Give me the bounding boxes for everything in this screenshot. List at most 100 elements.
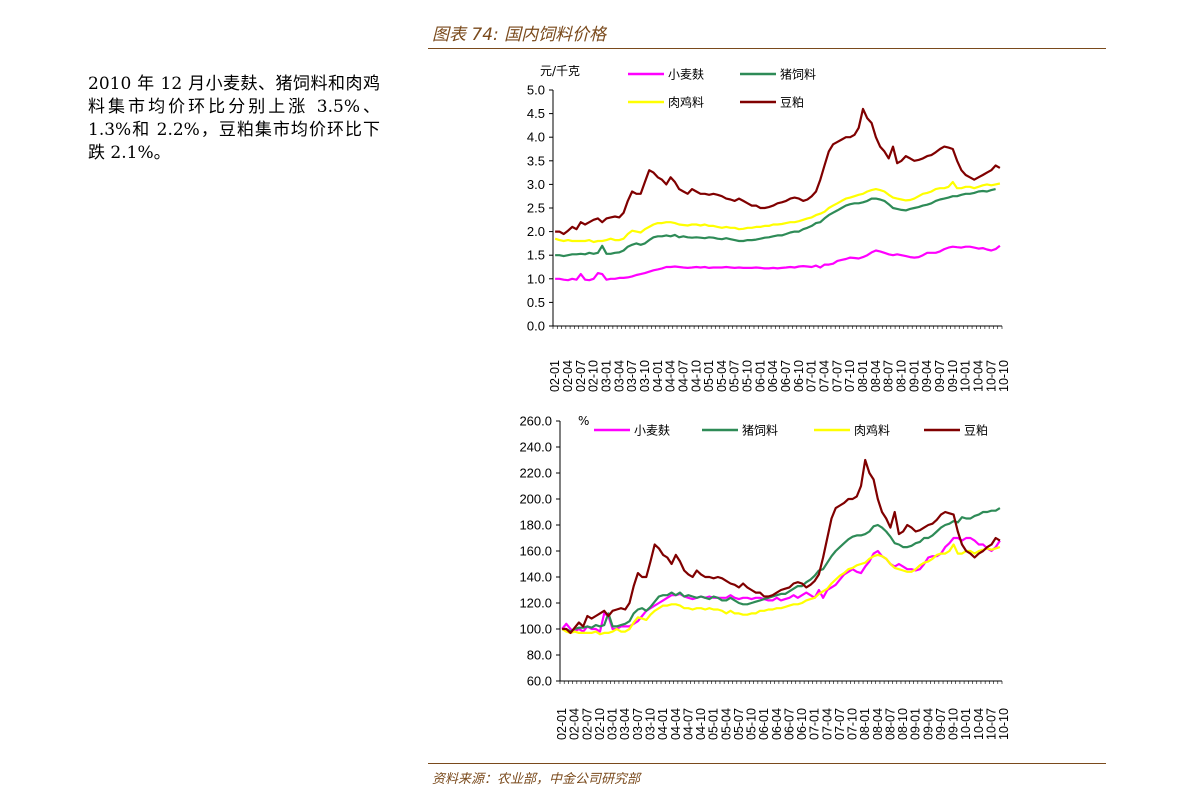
chart1-xtick-label: 03-07	[625, 360, 639, 392]
chart2-ytick-label: 60.0	[527, 674, 552, 689]
chart1-series-broiler-feed	[554, 180, 1001, 244]
chart2-xtick-label: 05-04	[719, 708, 733, 740]
chart2-ytick-label: 140.0	[519, 570, 552, 585]
title-rule	[428, 48, 1106, 49]
chart1-ytick-label: 4.0	[527, 130, 545, 145]
chart2-xtick-label: 09-10	[947, 708, 961, 740]
chart2-xtick-label: 04-07	[681, 708, 695, 740]
chart2-xtick-label: 03-10	[644, 708, 658, 740]
chart2-series-wheat-bran	[561, 536, 1001, 633]
chart2-xtick-label: 06-04	[770, 708, 784, 740]
chart2-ytick-label: 220.0	[519, 466, 552, 481]
chart2-xtick-label: 10-01	[959, 708, 973, 740]
chart1-xtick-label: 03-10	[638, 360, 652, 392]
chart1-xtick-label: 07-01	[805, 360, 819, 392]
chart2-xtick-label: 10-07	[984, 708, 998, 740]
chart2-legend-label-broiler-feed: 肉鸡料	[854, 423, 890, 438]
chart2-xtick-label: 02-10	[593, 708, 607, 740]
chart2-xtick-label: 09-07	[934, 708, 948, 740]
chart2-xtick-label: 03-01	[606, 708, 620, 740]
chart2-series-soymeal	[562, 458, 1001, 635]
chart2-legend-label-pig-feed: 猪饲料	[742, 424, 778, 438]
chart2-xtick-label: 10-10	[997, 708, 1011, 740]
chart1-xtick-label: 09-07	[933, 360, 947, 392]
chart2-xtick-label: 06-01	[757, 708, 771, 740]
chart1-xtick-label: 02-10	[587, 360, 601, 392]
chart1-series-pig-feed	[555, 188, 996, 258]
chart1-xtick-label: 05-01	[702, 360, 716, 392]
chart2-xtick-label: 07-10	[846, 708, 860, 740]
chart2-xtick-label: 08-10	[896, 708, 910, 740]
chart1-series-wheat-bran	[555, 244, 1001, 282]
chart1-xtick-label: 09-10	[946, 360, 960, 392]
chart1-ytick-label: 2.5	[527, 201, 545, 216]
chart1-xtick-label: 10-01	[959, 360, 973, 392]
chart1-xtick-label: 10-04	[971, 360, 985, 392]
chart2-xtick-label: 09-04	[921, 708, 935, 740]
chart2-xtick-label: 07-01	[808, 708, 822, 740]
chart1-ytick-label: 4.5	[527, 106, 545, 121]
chart1-legend-label-soymeal: 豆粕	[780, 95, 804, 110]
chart2-unit-label: %	[578, 414, 589, 428]
chart2-xtick-label: 06-10	[795, 708, 809, 740]
chart1-xtick-label: 03-04	[612, 360, 626, 392]
chart1-xtick-label: 09-04	[920, 360, 934, 392]
chart1-ytick-label: 1.5	[527, 248, 545, 263]
chart1-ytick-label: 5.0	[527, 83, 545, 98]
chart1-xtick-label: 08-07	[882, 360, 896, 392]
chart2-ytick-label: 120.0	[519, 596, 552, 611]
figure-title: 图表 74: 国内饲料价格	[432, 25, 607, 45]
chart1-xtick-label: 04-04	[664, 360, 678, 392]
chart1-xtick-label: 08-10	[895, 360, 909, 392]
chart2-xtick-label: 05-10	[745, 708, 759, 740]
chart2-xtick-label: 04-01	[656, 708, 670, 740]
chart2-xtick-label: 06-07	[782, 708, 796, 740]
chart1-xtick-label: 04-07	[676, 360, 690, 392]
chart2-ytick-label: 200.0	[519, 492, 552, 507]
chart2-xtick-label: 03-04	[618, 708, 632, 740]
chart1-xtick-label: 10-10	[997, 360, 1011, 392]
chart1-legend-label-pig-feed: 猪饲料	[780, 68, 816, 82]
chart1-ytick-label: 1.0	[527, 271, 545, 286]
chart2-ytick-label: 180.0	[519, 518, 552, 533]
chart1-xtick-label: 09-01	[907, 360, 921, 392]
chart1-xtick-label: 03-01	[599, 360, 613, 392]
chart2-xtick-label: 05-07	[732, 708, 746, 740]
chart1-ytick-label: 3.0	[527, 177, 545, 192]
chart2-xtick-label: 02-04	[568, 708, 582, 740]
chart2-xtick-label: 08-07	[883, 708, 897, 740]
chart1-xtick-label: 06-07	[779, 360, 793, 392]
source-rule	[428, 763, 1106, 764]
commentary-text: 2010 年 12 月小麦麸、猪饲料和肉鸡料集市均价环比分别上涨 3.5%、1.…	[88, 74, 380, 163]
chart2-legend-label-wheat-bran: 小麦麸	[634, 424, 670, 438]
chart2-ytick-label: 260.0	[519, 414, 552, 429]
chart2-xtick-label: 02-07	[580, 708, 594, 740]
chart1-series-soymeal	[555, 107, 1001, 236]
chart1-xtick-label: 02-07	[574, 360, 588, 392]
chart1-xtick-label: 04-01	[651, 360, 665, 392]
chart1-xtick-label: 07-07	[830, 360, 844, 392]
chart1-ytick-label: 0.5	[527, 295, 545, 310]
chart1-xtick-label: 06-10	[792, 360, 806, 392]
chart1-xtick-label: 06-04	[766, 360, 780, 392]
chart1-xtick-label: 06-01	[753, 360, 767, 392]
chart2-xtick-label: 02-01	[555, 708, 569, 740]
chart1-xtick-label: 05-10	[741, 360, 755, 392]
chart2-ytick-label: 100.0	[519, 622, 552, 637]
chart2-xtick-label: 07-07	[833, 708, 847, 740]
chart2-xtick-label: 05-01	[707, 708, 721, 740]
chart1-xtick-label: 04-10	[689, 360, 703, 392]
chart2-ytick-label: 160.0	[519, 544, 552, 559]
chart1-xtick-label: 02-01	[548, 360, 562, 392]
chart2-series-pig-feed	[562, 507, 1001, 633]
chart1-xtick-label: 07-10	[843, 360, 857, 392]
chart1-unit-label: 元/千克	[540, 64, 580, 78]
chart2-xtick-label: 04-10	[694, 708, 708, 740]
chart1-xtick-label: 10-07	[984, 360, 998, 392]
chart2-xtick-label: 04-04	[669, 708, 683, 740]
chart2-xtick-label: 09-01	[909, 708, 923, 740]
chart1-xtick-label: 05-07	[728, 360, 742, 392]
chart1-ytick-label: 3.5	[527, 153, 545, 168]
chart1-xtick-label: 08-04	[869, 360, 883, 392]
